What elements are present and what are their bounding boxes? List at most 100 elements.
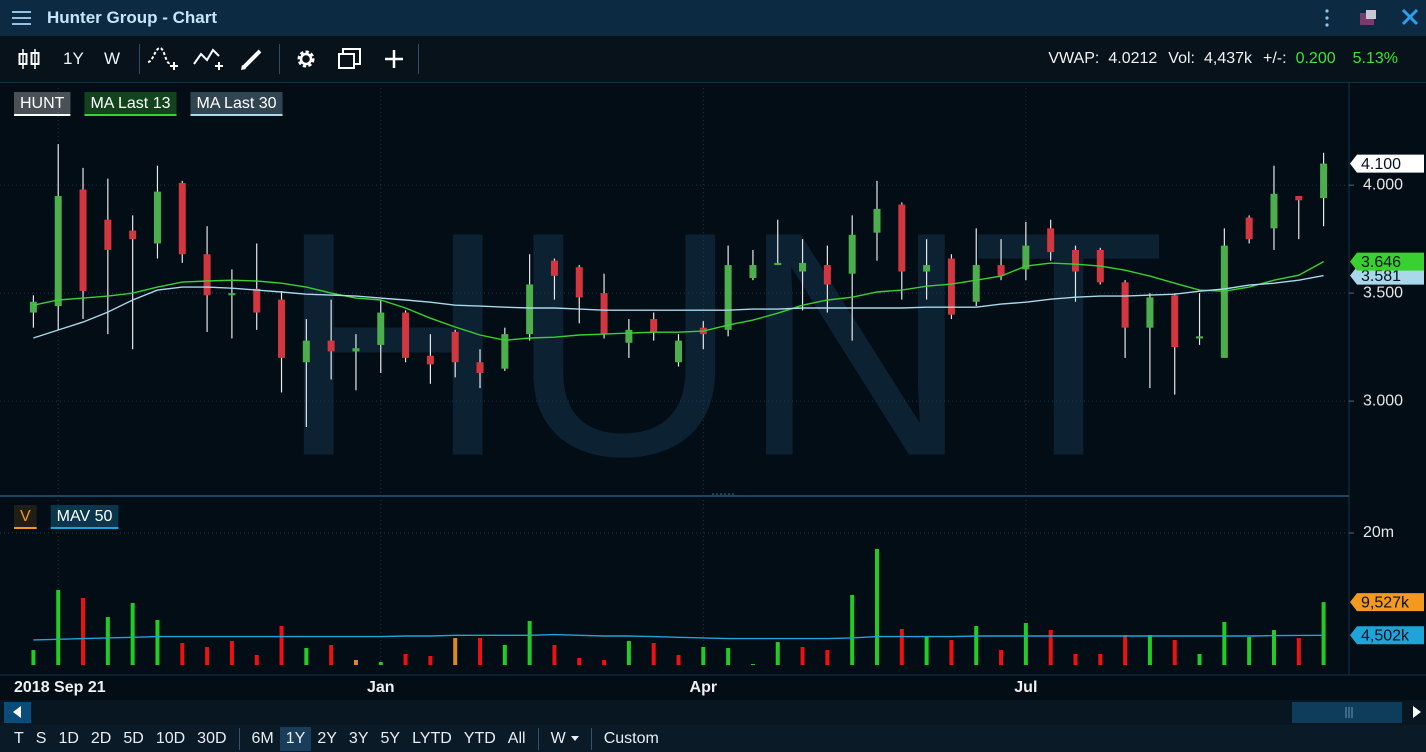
y-tick-label: 3.500 bbox=[1363, 284, 1403, 301]
last-value-label: 9,527k bbox=[1361, 594, 1410, 611]
candle-body bbox=[1146, 297, 1154, 328]
window-icon[interactable] bbox=[338, 48, 362, 70]
legend-chip[interactable] bbox=[14, 92, 71, 114]
legend-label: HUNT bbox=[20, 95, 65, 112]
volume-bar bbox=[1048, 630, 1053, 665]
candle-body bbox=[1121, 282, 1129, 328]
candle-body bbox=[526, 284, 534, 335]
scrollbar[interactable] bbox=[0, 700, 1426, 725]
candle-body bbox=[625, 329, 633, 343]
volume-bar bbox=[527, 620, 532, 665]
volume-bar bbox=[254, 654, 259, 665]
candle-body bbox=[278, 299, 286, 358]
range-button[interactable]: W bbox=[545, 727, 585, 751]
menu-icon[interactable] bbox=[12, 10, 32, 26]
range-button[interactable]: 2Y bbox=[317, 729, 337, 747]
close-icon[interactable] bbox=[1401, 8, 1419, 26]
range-button[interactable]: 5Y bbox=[380, 729, 401, 747]
study-icon[interactable] bbox=[193, 46, 227, 74]
candle-body bbox=[1295, 195, 1303, 201]
candle-body bbox=[1270, 193, 1278, 229]
candle-body bbox=[377, 312, 385, 345]
volume-bar bbox=[1197, 653, 1202, 665]
scroll-right-arrow[interactable] bbox=[1413, 706, 1421, 718]
candle-body bbox=[972, 265, 980, 302]
range-button[interactable]: 30D bbox=[197, 729, 227, 747]
watermark: HUNT bbox=[278, 165, 1167, 523]
legend-chip[interactable] bbox=[84, 92, 177, 114]
volume-bar bbox=[378, 662, 383, 665]
series-line bbox=[33, 260, 1324, 341]
separator bbox=[279, 44, 280, 74]
crosshair-icon[interactable] bbox=[384, 49, 404, 69]
range-button[interactable]: 10D bbox=[155, 729, 186, 747]
volume-bar bbox=[229, 640, 234, 665]
range-button[interactable]: T bbox=[14, 729, 24, 747]
draw-icon[interactable] bbox=[240, 47, 264, 71]
candle-body bbox=[327, 340, 335, 352]
volume-bar bbox=[874, 548, 879, 665]
stat-label: VWAP: bbox=[1048, 50, 1100, 67]
volume-bar bbox=[825, 650, 830, 665]
volume-bar bbox=[1271, 630, 1276, 665]
candle-body bbox=[997, 265, 1005, 276]
stat: Vol: 4,437k bbox=[1168, 50, 1252, 68]
candle-body bbox=[575, 267, 583, 298]
stat: VWAP: 4.0212 bbox=[1048, 50, 1157, 68]
chart-type-icon[interactable] bbox=[18, 48, 42, 70]
more-icon[interactable] bbox=[1324, 9, 1330, 27]
candle-body bbox=[600, 293, 608, 335]
link-icon[interactable] bbox=[1358, 9, 1380, 27]
range-button[interactable]: 6M bbox=[251, 729, 274, 747]
range-button[interactable]: S bbox=[35, 729, 47, 747]
last-value-label: 4,502k bbox=[1361, 628, 1410, 645]
candle-body bbox=[178, 183, 186, 255]
range-button[interactable]: All bbox=[507, 729, 526, 747]
candle-body bbox=[501, 334, 509, 369]
volume-bar bbox=[353, 659, 358, 665]
range-group: T S 1D 2D 5D 10D 30D bbox=[8, 728, 239, 750]
indicator-icon[interactable] bbox=[147, 46, 181, 74]
range-button[interactable]: YTD bbox=[463, 729, 496, 747]
volume-bar bbox=[279, 625, 284, 665]
candle-body bbox=[402, 312, 410, 358]
candle-body bbox=[1196, 336, 1204, 339]
range-button[interactable]: Custom bbox=[603, 729, 659, 747]
range-button[interactable]: 1D bbox=[58, 729, 79, 747]
legend-chip[interactable] bbox=[50, 505, 119, 527]
range-bar: T S 1D 2D 5D 10D 30D 6M 1Y 2Y 3Y 5Y LYTD YTD All W Custo… bbox=[0, 725, 1426, 752]
scroll-thumb[interactable] bbox=[1292, 702, 1402, 723]
series-line bbox=[33, 633, 1324, 641]
candle-body bbox=[650, 319, 658, 332]
legend-chip[interactable] bbox=[14, 505, 37, 527]
last-value-label: 4.100 bbox=[1361, 156, 1401, 173]
volume-bar bbox=[1023, 623, 1028, 665]
range-button[interactable]: 1Y bbox=[279, 726, 312, 751]
last-value-label: 3.581 bbox=[1361, 268, 1401, 285]
volume-bar bbox=[453, 638, 458, 665]
candle-body bbox=[823, 265, 831, 285]
x-tick-label: Apr bbox=[690, 679, 718, 696]
legend-chip[interactable] bbox=[190, 92, 283, 114]
candle-body bbox=[848, 234, 856, 274]
candle-body bbox=[923, 265, 931, 272]
range-button[interactable]: LYTD bbox=[412, 729, 452, 747]
range-button[interactable]: 5D bbox=[123, 729, 144, 747]
volume-bar bbox=[924, 637, 929, 665]
candle-body bbox=[302, 340, 310, 363]
range-button[interactable]: 2D bbox=[90, 729, 112, 747]
stat: +/-: 0.200 5.13% bbox=[1263, 50, 1398, 68]
volume-bar bbox=[31, 650, 36, 665]
y-tick-label: 3.000 bbox=[1363, 392, 1403, 409]
settings-icon[interactable] bbox=[295, 48, 317, 70]
stat-label: Vol: bbox=[1168, 50, 1195, 67]
interval-button[interactable]: W bbox=[104, 49, 121, 68]
stat-value: 4,437k bbox=[1203, 50, 1253, 67]
last-value-badge bbox=[1350, 154, 1424, 173]
range-button[interactable]: 3Y bbox=[348, 729, 369, 747]
candle-body bbox=[352, 348, 360, 352]
volume-bar bbox=[403, 653, 408, 665]
candle-body bbox=[153, 191, 161, 244]
period-button[interactable]: 1Y bbox=[63, 49, 84, 68]
